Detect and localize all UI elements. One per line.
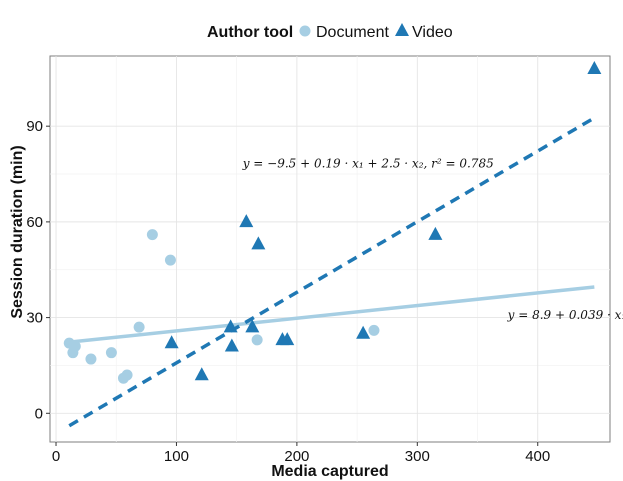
x-tick-label: 400 [525, 448, 550, 465]
point-video [587, 60, 602, 74]
point-video [224, 338, 239, 352]
plot-panel [49, 55, 611, 443]
point-video [223, 319, 238, 333]
equation-label-video: y = −9.5 + 0.19 · x₁ + 2.5 · x₂, r² = 0.… [242, 157, 494, 171]
point-video [356, 325, 371, 339]
legend-label: Document [316, 24, 389, 41]
x-tick-label: 200 [284, 448, 309, 465]
y-tick-label: 90 [26, 118, 43, 135]
legend-label: Video [412, 24, 453, 41]
point-video [280, 332, 295, 346]
point-document [368, 324, 380, 336]
axes: 0 100 200 300 400 0 30 60 90 [26, 118, 550, 465]
point-video [164, 335, 179, 349]
legend-item-video: Video [395, 23, 453, 41]
point-document [251, 334, 263, 346]
x-tick-label: 100 [164, 448, 189, 465]
legend-key-circle [299, 25, 311, 37]
x-axis-title: Media captured [271, 463, 388, 480]
fit-lines [68, 116, 596, 428]
equation-labels: y = 8.9 + 0.039 · x₁ + 1.1 · x₂, r² = 0.… [242, 157, 623, 323]
y-tick-label: 60 [26, 214, 43, 231]
point-document [85, 353, 97, 365]
legend: Author tool Document Video [207, 23, 453, 41]
point-document [69, 340, 81, 352]
point-video [245, 319, 260, 333]
point-document [146, 229, 158, 241]
data-points [63, 60, 602, 384]
legend-item-document: Document [299, 24, 389, 41]
x-tick-label: 300 [405, 448, 430, 465]
point-video [239, 214, 254, 228]
y-tick-label: 30 [26, 310, 43, 327]
y-tick-label: 0 [35, 405, 43, 422]
equation-label-document: y = 8.9 + 0.039 · x₁ + 1.1 · x₂, r² = 0.… [507, 308, 623, 322]
point-document [105, 347, 117, 359]
legend-title: Author tool [207, 24, 293, 41]
point-video [194, 367, 209, 381]
point-video [428, 226, 443, 240]
legend-key-triangle [395, 23, 409, 36]
grid [49, 55, 611, 443]
point-document [121, 369, 133, 381]
point-document [164, 254, 176, 266]
fit-line-document [69, 285, 595, 344]
y-axis-title: Session duration (min) [9, 145, 26, 318]
point-document [133, 321, 145, 333]
point-video [251, 236, 266, 250]
x-tick-label: 0 [52, 448, 60, 465]
